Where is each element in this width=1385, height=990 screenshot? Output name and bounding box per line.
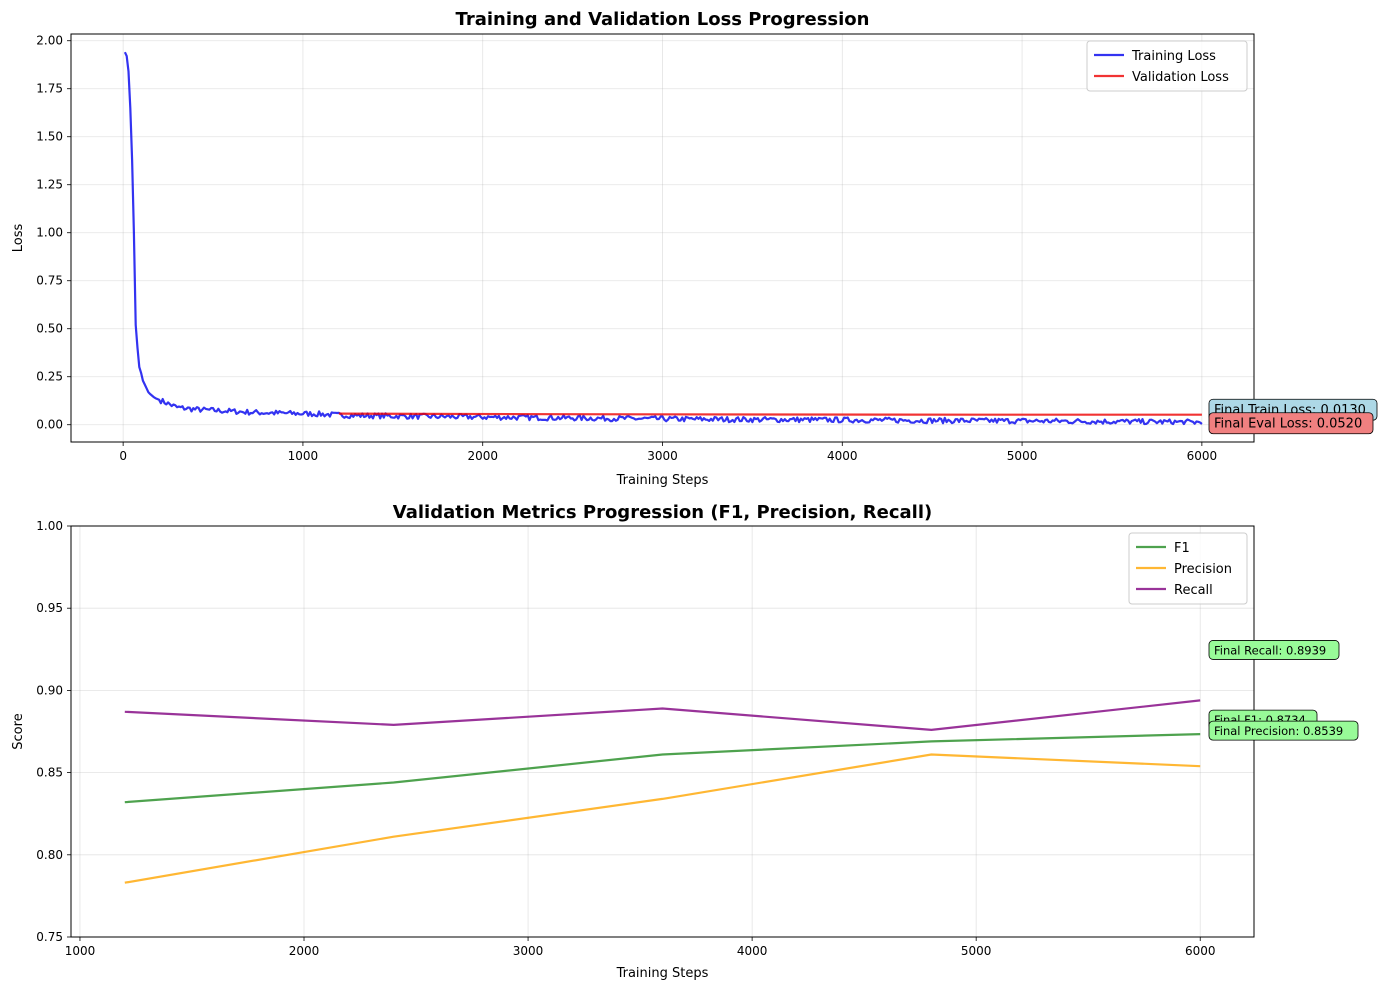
legend-label-validation-loss: Validation Loss	[1132, 70, 1229, 85]
x-tick-label: 6000	[1187, 449, 1218, 463]
loss-chart: Training and Validation Loss Progression…	[11, 9, 1378, 488]
x-tick-label: 5000	[961, 944, 992, 958]
loss-chart-title: Training and Validation Loss Progression	[456, 9, 870, 30]
metrics-chart-legend: F1 Precision Recall	[1128, 532, 1248, 605]
x-tick-label: 4000	[737, 944, 768, 958]
loss-chart-ticks: 0 1000 2000 3000 4000 5000 6000 0.00 0.25 0.50 0.7…	[36, 34, 1217, 463]
legend-label-precision: Precision	[1174, 562, 1232, 577]
metrics-chart-title: Validation Metrics Progression (F1, Prec…	[393, 502, 932, 523]
metrics-chart-ticks: 1000 2000 3000 4000 5000 6000 0.75 0.80 0.85 0.90…	[36, 519, 1215, 958]
loss-legend-box	[1086, 40, 1248, 92]
loss-chart-grid	[71, 34, 1254, 442]
x-tick-label: 4000	[827, 449, 858, 463]
metrics-legend-box	[1128, 532, 1248, 605]
series-line-recall	[124, 699, 1201, 732]
y-tick-label: 0.00	[36, 418, 63, 432]
annotation-text-eval-loss: Final Eval Loss: 0.0520	[1214, 417, 1362, 432]
annotation-final-recall: Final Recall: 0.8939	[1208, 640, 1340, 660]
annotation-box-precision	[1208, 720, 1359, 741]
y-tick-label: 1.25	[36, 178, 63, 192]
annotation-text-recall: Final Recall: 0.8939	[1214, 643, 1326, 657]
x-tick-label: 1000	[65, 944, 96, 958]
y-tick-label: 0.80	[36, 848, 63, 862]
loss-chart-xlabel: Training Steps	[616, 473, 709, 488]
loss-chart-ylabel: Loss	[11, 224, 26, 253]
annotation-text-precision: Final Precision: 0.8539	[1214, 724, 1343, 738]
x-tick-label: 3000	[647, 449, 678, 463]
y-tick-label: 1.75	[36, 82, 63, 96]
y-tick-label: 1.00	[36, 519, 63, 533]
y-tick-label: 0.90	[36, 683, 63, 697]
y-tick-label: 1.50	[36, 130, 63, 144]
legend-label-training-loss: Training Loss	[1131, 49, 1216, 64]
legend-label-recall: Recall	[1174, 583, 1213, 598]
metrics-chart-frame	[70, 525, 1255, 938]
loss-chart-legend: Training Loss Validation Loss	[1086, 40, 1248, 92]
series-line-precision	[124, 753, 1201, 884]
legend-label-f1: F1	[1174, 541, 1190, 556]
metrics-chart: Validation Metrics Progression (F1, Prec…	[11, 502, 1359, 981]
series-line-f1	[124, 733, 1201, 804]
y-tick-label: 1.00	[36, 226, 63, 240]
metrics-chart-grid	[71, 525, 1254, 938]
y-tick-label: 0.95	[36, 601, 63, 615]
x-tick-label: 5000	[1007, 449, 1038, 463]
annotation-box-eval-loss	[1208, 412, 1374, 435]
annotation-box-recall	[1208, 640, 1340, 660]
annotation-final-eval-loss: Final Eval Loss: 0.0520	[1208, 412, 1374, 435]
x-tick-label: 1000	[288, 449, 319, 463]
y-tick-label: 2.00	[36, 34, 63, 48]
metrics-chart-series	[124, 699, 1201, 884]
y-tick-label: 0.85	[36, 766, 63, 780]
annotation-final-precision: Final Precision: 0.8539	[1208, 720, 1359, 741]
series-line-training-loss	[123, 51, 1203, 426]
x-tick-label: 3000	[513, 944, 544, 958]
loss-chart-series	[123, 51, 1203, 426]
series-line-validation-loss	[338, 412, 1202, 416]
x-tick-label: 0	[119, 449, 127, 463]
y-tick-label: 0.75	[36, 930, 63, 944]
x-tick-label: 6000	[1185, 944, 1216, 958]
metrics-chart-xlabel: Training Steps	[616, 966, 709, 981]
y-tick-label: 0.50	[36, 322, 63, 336]
y-tick-label: 0.25	[36, 370, 63, 384]
x-tick-label: 2000	[467, 449, 498, 463]
metrics-chart-ylabel: Score	[11, 713, 26, 749]
y-tick-label: 0.75	[36, 274, 63, 288]
x-tick-label: 2000	[289, 944, 320, 958]
